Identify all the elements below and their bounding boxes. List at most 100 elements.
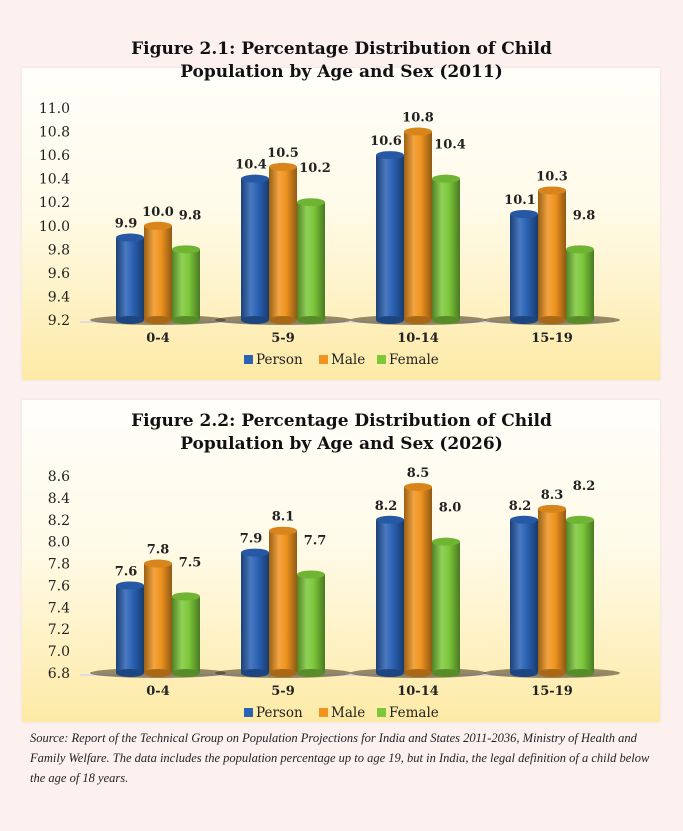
bar-top — [297, 570, 325, 579]
legend-label-female: Female — [389, 352, 439, 368]
y-tick-label: 10.4 — [39, 172, 70, 188]
data-label: 10.4 — [235, 158, 267, 173]
bar-base — [144, 669, 172, 677]
bar-person — [241, 178, 269, 320]
bar-female — [297, 202, 325, 320]
y-tick-label: 7.4 — [48, 600, 70, 616]
bar-female — [172, 596, 200, 673]
x-tick-label: 15-19 — [531, 331, 573, 346]
bar-base — [297, 316, 325, 324]
data-label: 8.3 — [541, 488, 564, 503]
bar-base — [510, 316, 538, 324]
bar-base — [241, 669, 269, 677]
y-tick-label: 9.2 — [48, 313, 70, 329]
bar-male — [144, 563, 172, 673]
data-label: 10.1 — [504, 193, 536, 208]
data-label: 10.4 — [434, 138, 466, 153]
bar-person — [510, 519, 538, 673]
data-label: 8.2 — [509, 499, 532, 514]
y-tick-label: 9.6 — [48, 266, 70, 282]
data-label: 10.3 — [536, 169, 568, 184]
chart-title-line-1: Figure 2.1: Percentage Distribution of C… — [131, 39, 552, 59]
bar-top — [172, 245, 200, 254]
bar-female — [566, 249, 594, 320]
legend-label-person: Person — [256, 705, 303, 721]
bar-base — [404, 669, 432, 677]
y-tick-label: 8.0 — [48, 535, 70, 551]
data-label: 10.0 — [142, 205, 174, 220]
bar-male — [538, 190, 566, 320]
x-tick-label: 5-9 — [271, 331, 295, 346]
bar-top — [538, 504, 566, 513]
y-tick-label: 8.2 — [48, 513, 70, 529]
chart-title-line-2: Population by Age and Sex (2011) — [180, 62, 503, 82]
chart-title-line-2: Population by Age and Sex (2026) — [180, 434, 503, 454]
source-note: Source: Report of the Technical Group on… — [30, 731, 650, 785]
data-label: 7.6 — [115, 564, 138, 579]
bar-base — [566, 316, 594, 324]
bar-male — [269, 166, 297, 320]
bar-base — [404, 316, 432, 324]
data-label: 8.1 — [272, 510, 295, 525]
legend-swatch-female — [377, 708, 386, 717]
bar-female — [432, 178, 460, 320]
x-tick-label: 10-14 — [397, 684, 439, 699]
y-tick-label: 10.8 — [39, 125, 70, 141]
data-label: 10.8 — [402, 111, 434, 126]
data-label: 7.9 — [240, 532, 263, 547]
bar-person — [116, 585, 144, 673]
bar-top — [376, 515, 404, 524]
bar-base — [269, 316, 297, 324]
legend-swatch-female — [377, 355, 386, 364]
y-tick-label: 8.4 — [48, 491, 70, 507]
bar-base — [566, 669, 594, 677]
bar-person — [116, 237, 144, 320]
bar-base — [116, 669, 144, 677]
chart-title-line-1: Figure 2.2: Percentage Distribution of C… — [131, 411, 552, 431]
bar-base — [172, 669, 200, 677]
bar-female — [566, 519, 594, 673]
bar-top — [297, 198, 325, 207]
bar-base — [172, 316, 200, 324]
bar-base — [269, 669, 297, 677]
y-tick-label: 8.6 — [48, 469, 70, 485]
legend-label-female: Female — [389, 705, 439, 721]
data-label: 7.7 — [304, 534, 327, 549]
bar-top — [404, 127, 432, 136]
bar-top — [566, 515, 594, 524]
data-label: 8.0 — [439, 501, 462, 516]
data-label: 10.5 — [267, 146, 299, 161]
y-tick-label: 6.8 — [48, 666, 70, 682]
bar-person — [241, 552, 269, 673]
y-tick-label: 10.2 — [39, 195, 70, 211]
bar-male — [404, 131, 432, 320]
legend-label-male: Male — [331, 705, 365, 721]
bar-top — [404, 482, 432, 491]
bar-top — [376, 151, 404, 160]
data-label: 9.8 — [573, 208, 596, 223]
bar-base — [432, 316, 460, 324]
x-tick-label: 15-19 — [531, 684, 573, 699]
bar-top — [269, 162, 297, 171]
legend-swatch-male — [319, 708, 328, 717]
bar-person — [510, 214, 538, 320]
x-tick-label: 0-4 — [146, 331, 170, 346]
data-label: 10.2 — [299, 161, 331, 176]
bar-male — [404, 486, 432, 673]
data-label: 8.5 — [407, 466, 430, 481]
bar-base — [144, 316, 172, 324]
bar-male — [538, 508, 566, 673]
data-label: 9.9 — [115, 217, 138, 232]
data-label: 7.5 — [179, 555, 202, 570]
bar-top — [241, 548, 269, 557]
bar-top — [144, 559, 172, 568]
bar-top — [432, 174, 460, 183]
legend-swatch-male — [319, 355, 328, 364]
bar-top — [116, 581, 144, 590]
data-label: 8.2 — [375, 499, 398, 514]
bar-top — [432, 537, 460, 546]
bar-top — [538, 186, 566, 195]
y-tick-label: 10.6 — [39, 148, 70, 164]
bar-female — [172, 249, 200, 320]
